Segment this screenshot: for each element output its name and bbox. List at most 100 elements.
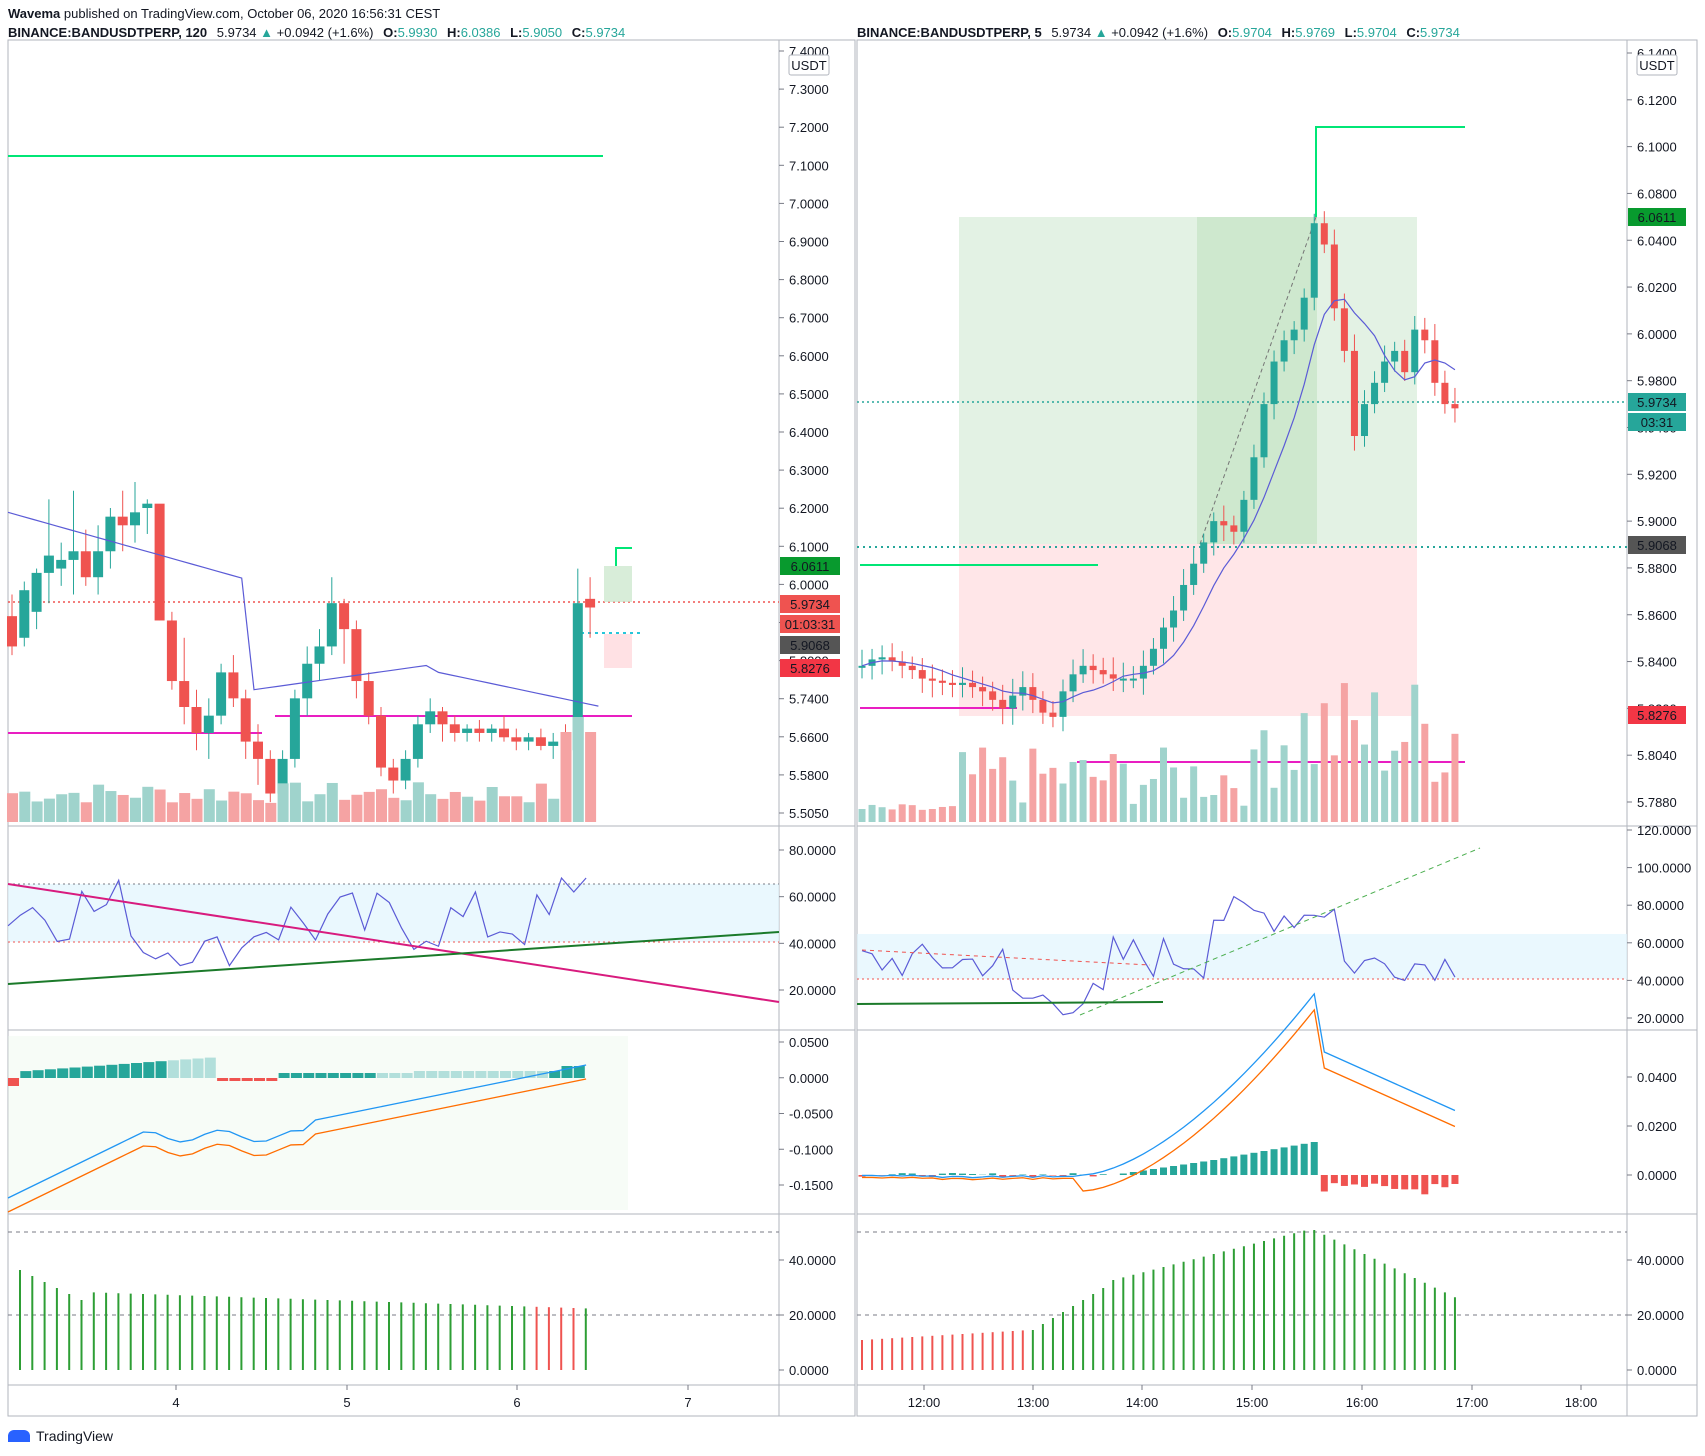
right-macd-hist xyxy=(1220,1158,1228,1175)
right-macd-hist xyxy=(1411,1175,1419,1190)
left-macd-hist xyxy=(450,1071,462,1078)
left-macd-hist xyxy=(303,1073,315,1078)
right-macd-hist xyxy=(1180,1164,1188,1175)
right-rsi-tick: 20.0000 xyxy=(1637,1011,1684,1026)
left-macd-hist xyxy=(573,1066,585,1078)
right-candle xyxy=(1200,542,1208,564)
right-time-label: 17:00 xyxy=(1456,1395,1489,1410)
left-price-tick: 6.5000 xyxy=(789,387,829,402)
right-candle xyxy=(1119,678,1127,681)
left-volume-bar xyxy=(191,798,203,822)
right-last: 5.9734 xyxy=(1051,25,1092,40)
left-macd-hist xyxy=(106,1064,118,1078)
left-candle xyxy=(585,598,596,608)
right-time-label: 13:00 xyxy=(1017,1395,1050,1410)
right-macd-hist xyxy=(948,1173,956,1175)
left-price-label-box xyxy=(780,615,840,633)
right-volume-bar xyxy=(878,807,886,822)
right-price-label-box xyxy=(1628,413,1686,431)
right-volume-bar xyxy=(959,752,966,822)
right-volume-bar xyxy=(1290,769,1298,822)
left-macd-hist xyxy=(155,1061,167,1078)
left-pane-frame xyxy=(7,39,856,1417)
left-candle xyxy=(19,590,30,638)
left-macd-hist xyxy=(217,1078,229,1081)
left-volume-bar xyxy=(265,802,277,822)
left-candle xyxy=(548,741,559,746)
left-macd-hist xyxy=(44,1069,56,1078)
right-candle xyxy=(1381,361,1389,383)
right-candle xyxy=(1049,712,1057,717)
right-adx-tick: 40.0000 xyxy=(1637,1253,1684,1268)
left-volume-bar xyxy=(412,782,424,822)
right-macd-tick: 0.0200 xyxy=(1637,1119,1677,1134)
right-macd-hist xyxy=(1401,1175,1409,1190)
left-candle xyxy=(105,516,116,552)
right-volume-bar xyxy=(1059,783,1067,822)
left-volume-bar xyxy=(314,794,326,822)
left-macd-hist xyxy=(8,1078,19,1086)
right-macd-hist xyxy=(908,1173,916,1175)
right-candle xyxy=(1340,308,1348,351)
left-price-label: 5.9068 xyxy=(790,638,830,653)
right-volume-bar xyxy=(1401,741,1409,822)
left-macd-hist xyxy=(315,1073,327,1078)
right-adx-tick: 0.0000 xyxy=(1637,1363,1677,1378)
right-macd-hist xyxy=(1149,1169,1157,1175)
left-macd-bg xyxy=(8,1036,628,1210)
right-candle xyxy=(1330,244,1338,309)
right-macd-hist xyxy=(1069,1173,1077,1175)
left-signal-line xyxy=(7,1078,587,1213)
right-volume-bar xyxy=(1210,794,1218,822)
right-price-label: 5.9068 xyxy=(1637,538,1677,553)
right-price-tick: 5.9200 xyxy=(1637,467,1677,482)
left-macd-hist xyxy=(241,1078,253,1081)
right-volume-bar xyxy=(898,804,906,822)
left-candle xyxy=(142,503,153,508)
right-macd-hist xyxy=(1009,1175,1017,1176)
left-adx-tick: 20.0000 xyxy=(789,1308,836,1323)
left-candle xyxy=(339,603,350,630)
left-time-label: 6 xyxy=(513,1395,520,1410)
left-candle xyxy=(240,698,251,742)
left-volume-bar xyxy=(486,786,498,822)
right-volume-bar xyxy=(858,809,866,822)
left-close: 5.9734 xyxy=(585,25,626,40)
right-volume-bar xyxy=(908,805,916,822)
left-macd-hist xyxy=(167,1060,179,1078)
right-candle xyxy=(858,665,866,668)
left-candle xyxy=(437,711,448,725)
left-adx-tick: 40.0000 xyxy=(789,1253,836,1268)
right-candle xyxy=(959,682,966,685)
left-macd-hist xyxy=(389,1073,401,1078)
right-volume-bar xyxy=(1200,796,1208,822)
right-volume-bar xyxy=(1320,703,1328,822)
right-volume-bar xyxy=(1270,787,1278,822)
right-candle xyxy=(1350,350,1358,437)
left-candle xyxy=(277,758,288,794)
left-candle xyxy=(7,616,17,647)
right-price-label-box xyxy=(1628,536,1686,554)
right-target-zone xyxy=(959,217,1417,544)
left-volume-bar xyxy=(560,732,572,822)
right-candle xyxy=(918,670,926,679)
left-candle xyxy=(326,603,337,647)
right-volume-bar xyxy=(1069,761,1077,822)
left-macd-hist xyxy=(401,1073,413,1078)
right-candle xyxy=(1310,223,1318,298)
left-candle xyxy=(572,603,583,751)
left-candle xyxy=(486,728,497,733)
left-candle xyxy=(499,728,509,738)
right-volume-bar xyxy=(868,804,876,822)
right-macd-hist xyxy=(1139,1170,1147,1175)
right-price-label: 5.9734 xyxy=(1637,395,1677,410)
left-price-label: 6.0611 xyxy=(791,559,830,574)
right-candle xyxy=(1371,382,1379,405)
right-macd-hist xyxy=(1290,1145,1298,1175)
right-candle xyxy=(1401,350,1409,373)
left-macd-hist xyxy=(266,1078,278,1081)
left-price-tick: 5.5050 xyxy=(789,806,829,821)
left-macd-hist xyxy=(340,1073,352,1078)
right-volume-bar xyxy=(1230,788,1238,822)
